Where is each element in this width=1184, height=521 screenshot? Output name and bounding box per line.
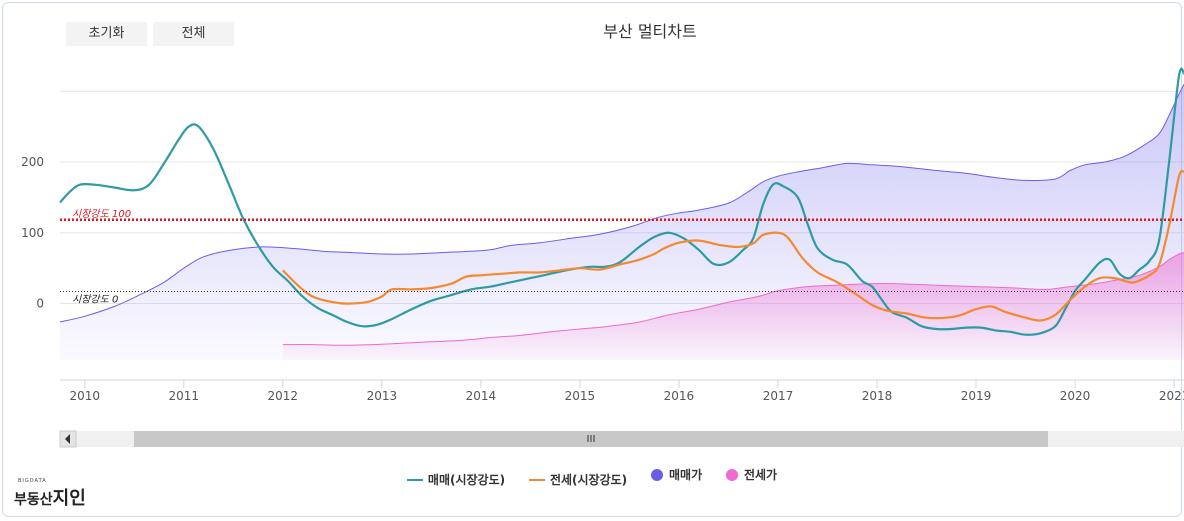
- x-tick-label: 2010: [69, 389, 100, 403]
- reference-label-0: 시장강도 0: [72, 294, 118, 306]
- area-series: [59, 83, 1184, 360]
- x-tick-label: 2015: [565, 389, 596, 403]
- axes: 200 100 0 2010 2011 2012 2013 2014 2015 2016 2017 2…: [21, 155, 1184, 403]
- all-range-button[interactable]: 전체: [153, 22, 234, 46]
- reference-lines: 시장강도 100 시장강도 0: [60, 208, 1184, 306]
- logo-prefix: 부동산: [14, 492, 53, 508]
- grip-icon: [587, 435, 595, 442]
- legend-item-jeonse-index[interactable]: 전세(시장강도): [528, 471, 628, 488]
- x-tick-label: 2016: [664, 389, 695, 403]
- x-tick-label: 2021: [1159, 389, 1184, 403]
- circle-swatch-icon: [651, 468, 663, 481]
- legend-item-jeonse-price[interactable]: 전세가: [725, 466, 778, 483]
- line-swatch-icon: [528, 478, 545, 481]
- y-tick-label: 100: [21, 226, 44, 240]
- legend: 매매(시장강도) 전세(시장강도) 매매가 전세가: [0, 466, 1184, 488]
- range-navigator[interactable]: [59, 430, 1184, 448]
- chart-title: 부산 멀티차트: [603, 22, 697, 41]
- area-sale-price-outline: [59, 83, 1184, 323]
- reset-button[interactable]: 초기화: [66, 22, 147, 46]
- x-tick-label: 2020: [1060, 389, 1091, 403]
- chevron-left-icon: [65, 434, 70, 444]
- legend-label: 매매가: [669, 468, 703, 482]
- logo-suffix: 지인: [52, 488, 86, 509]
- legend-label: 전세(시장강도): [549, 473, 628, 487]
- line-sale-index[interactable]: [59, 67, 1184, 336]
- line-series: [59, 67, 1184, 336]
- x-tick-label: 2018: [862, 389, 893, 403]
- x-tick-label: 2017: [763, 389, 794, 403]
- logo-small-text: BIGDATA: [18, 478, 47, 484]
- brand-logo: BIGDATA 부동산지인: [14, 478, 86, 510]
- legend-label: 전세가: [743, 468, 778, 482]
- reference-label-100: 시장강도 100: [72, 208, 131, 220]
- legend-item-sale-price[interactable]: 매매가: [651, 466, 702, 483]
- area-jeonse-price-outline: [282, 252, 1184, 346]
- x-tick-label: 2014: [466, 389, 497, 403]
- y-tick-label: 0: [36, 297, 44, 311]
- circle-swatch-icon: [725, 468, 738, 481]
- x-tick-label: 2012: [268, 389, 299, 403]
- x-tick-label: 2013: [367, 389, 398, 403]
- legend-item-sale-index[interactable]: 매매(시장강도): [406, 471, 506, 488]
- logo-text: 부동산지인: [14, 484, 86, 510]
- y-tick-label: 200: [21, 155, 44, 169]
- area-jeonse-price-fill: [282, 252, 1184, 360]
- line-jeonse-index[interactable]: [282, 169, 1184, 322]
- line-swatch-icon: [406, 478, 423, 481]
- legend-label: 매매(시장강도): [427, 473, 506, 487]
- x-tick-label: 2011: [169, 389, 200, 403]
- x-tick-label: 2019: [961, 389, 992, 403]
